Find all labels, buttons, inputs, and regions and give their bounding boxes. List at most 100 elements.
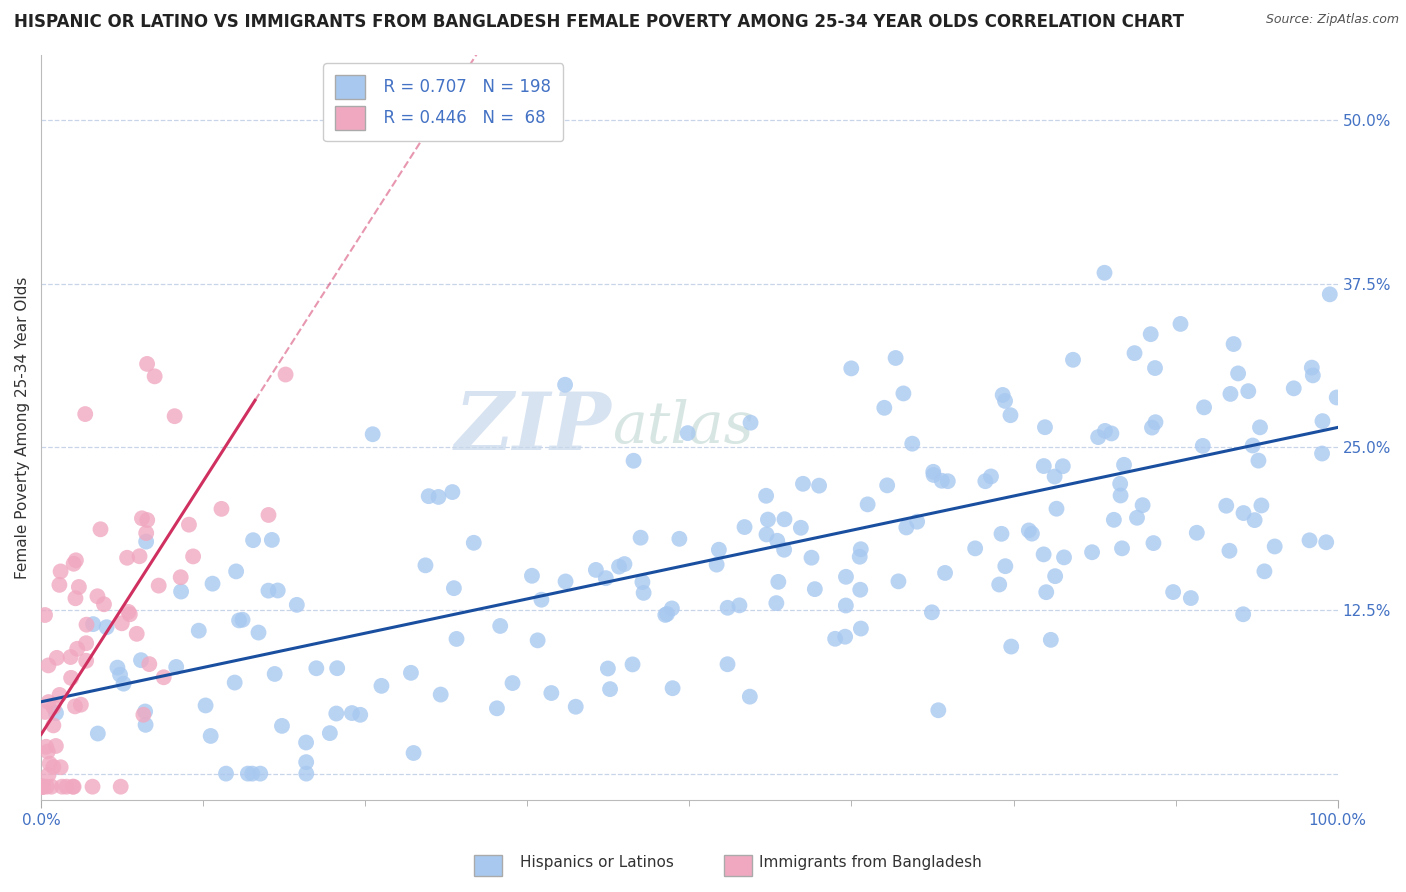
Point (1310, 446, 1333, 460)
Point (554, 574, 576, 589)
Point (1043, 569, 1066, 583)
Point (35, 739, 58, 754)
Point (201, 576, 224, 591)
Point (564, 699, 586, 714)
Point (728, 599, 751, 613)
Point (31, 780, 53, 794)
Point (132, 707, 155, 722)
Point (631, 575, 654, 590)
Point (887, 574, 910, 589)
Point (30, 780, 52, 794)
Point (38, 768, 60, 782)
Point (738, 690, 761, 704)
Point (399, 665, 422, 680)
Point (45, 706, 67, 720)
Point (974, 474, 997, 488)
Point (134, 705, 156, 719)
Point (93, 597, 115, 611)
Point (1315, 535, 1337, 549)
Point (934, 566, 956, 580)
Point (1033, 420, 1056, 434)
Point (89, 522, 111, 536)
Point (630, 531, 652, 545)
Point (305, 661, 328, 675)
Point (62, 780, 84, 794)
Point (936, 474, 959, 488)
Point (1302, 368, 1324, 383)
Point (1282, 381, 1305, 395)
Point (1326, 391, 1348, 405)
Point (45, 651, 67, 665)
Point (240, 766, 263, 780)
Point (260, 533, 283, 547)
Point (418, 489, 440, 503)
Point (1192, 401, 1215, 415)
Point (1227, 367, 1250, 381)
Point (599, 682, 621, 697)
Point (427, 490, 450, 504)
Point (756, 512, 779, 526)
Point (135, 534, 157, 549)
Point (51, 780, 73, 794)
Point (773, 542, 796, 557)
Point (34, 705, 56, 719)
Point (1094, 266, 1116, 280)
Point (112, 676, 135, 690)
Point (554, 377, 576, 392)
Point (415, 558, 437, 573)
Point (170, 584, 193, 599)
Point (804, 582, 827, 596)
Point (263, 667, 285, 681)
Point (1102, 513, 1125, 527)
Point (42, 760, 65, 774)
Point (128, 549, 150, 564)
Point (1111, 541, 1133, 556)
Point (835, 599, 858, 613)
Point (1021, 526, 1043, 541)
Point (676, 426, 699, 441)
Point (48, 688, 70, 702)
Point (70, 698, 93, 712)
Point (1222, 337, 1244, 351)
Point (62, 557, 84, 571)
Point (1126, 510, 1149, 524)
Point (1319, 287, 1341, 301)
Point (1144, 415, 1167, 429)
Point (41, 780, 63, 794)
Point (340, 706, 363, 720)
Point (520, 568, 543, 582)
Point (82, 780, 104, 794)
Point (1232, 607, 1254, 622)
Point (1249, 420, 1271, 434)
Point (856, 497, 879, 511)
Point (194, 698, 217, 713)
Point (808, 478, 831, 492)
Point (463, 536, 485, 550)
Point (1109, 488, 1132, 502)
Point (1232, 506, 1254, 520)
Point (931, 474, 953, 488)
Point (1094, 424, 1116, 438)
Text: Source: ZipAtlas.com: Source: ZipAtlas.com (1265, 13, 1399, 27)
Point (271, 719, 294, 733)
Point (402, 746, 425, 760)
Point (136, 513, 159, 527)
Point (800, 550, 823, 565)
Point (60, 671, 83, 685)
Point (661, 601, 683, 615)
Text: HISPANIC OR LATINO VS IMMIGRANTS FROM BANGLADESH FEMALE POVERTY AMONG 25-34 YEAR: HISPANIC OR LATINO VS IMMIGRANTS FROM BA… (14, 13, 1184, 31)
Point (927, 703, 949, 717)
Point (67, 580, 90, 594)
Point (893, 386, 915, 401)
Point (1039, 632, 1062, 647)
Point (247, 625, 270, 640)
Point (38, 756, 60, 771)
Point (187, 624, 209, 638)
Point (1099, 426, 1122, 441)
Point (1062, 352, 1084, 367)
Point (65, 591, 87, 606)
Point (755, 527, 778, 541)
Point (1087, 430, 1109, 444)
Point (274, 368, 297, 382)
Point (621, 657, 644, 672)
